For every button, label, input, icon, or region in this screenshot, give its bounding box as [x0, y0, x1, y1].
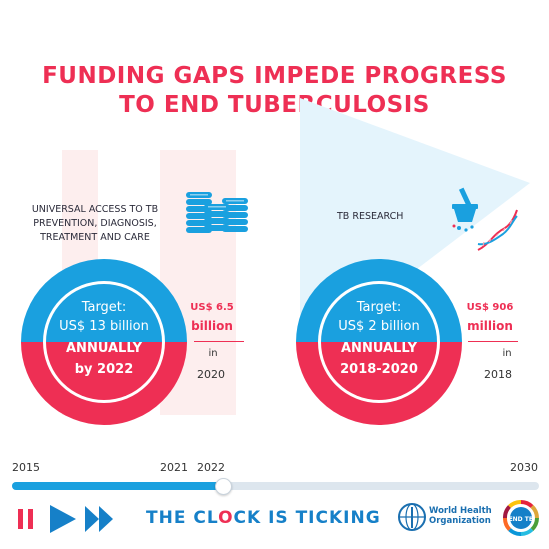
right-funded-amount: US$ 906 million: [460, 298, 520, 336]
slogan-part-2: CK IS TICKING: [233, 508, 381, 528]
who-logo-text: World Health Organization: [429, 506, 492, 526]
page-title-line1: FUNDING GAPS IMPEDE PROGRESS: [42, 63, 507, 89]
left-section-label: UNIVERSAL ACCESS TO TB PREVENTION, DIAGN…: [20, 203, 170, 245]
timeline-mark-2021: 2021: [160, 461, 188, 474]
left-label-line3: TREATMENT AND CARE: [40, 232, 150, 243]
slogan-clock-o: O: [218, 508, 234, 528]
right-amount-value: US$ 906: [466, 302, 514, 313]
who-emblem-icon: [398, 503, 426, 531]
who-label-line2: Organization: [429, 516, 491, 526]
end-tb-text: END TB: [509, 516, 534, 523]
fast-forward-icon[interactable]: [84, 503, 116, 535]
left-donut-gap-arc: [21, 341, 187, 425]
timeline-end-year: 2030: [510, 461, 538, 474]
left-year: 2020: [197, 368, 225, 381]
pause-icon[interactable]: [16, 507, 36, 531]
mortar-pestle-dna-icon: [452, 187, 518, 251]
timeline-track[interactable]: [12, 482, 539, 490]
timeline-start-year: 2015: [12, 461, 40, 474]
right-target-amount: US$ 2 billion: [338, 319, 420, 334]
slogan-part-1: THE CL: [146, 508, 219, 528]
left-label-line2: PREVENTION, DIAGNOSIS,: [33, 218, 157, 229]
page-title-line2: TO END TUBERCULOSIS: [119, 92, 430, 118]
left-in-label: in: [208, 348, 218, 359]
clock-slogan: THE CLOCK IS TICKING: [146, 508, 381, 528]
right-donut-funded-arc: [296, 259, 462, 343]
right-target-inner: Target: US$ 2 billion ANNUALLY 2018-2020: [289, 252, 469, 432]
right-target-frequency: ANNUALLY: [341, 341, 417, 356]
who-label-line1: World Health: [429, 506, 492, 516]
timeline-handle[interactable]: [214, 478, 232, 495]
left-target-label: Target:: [81, 300, 127, 315]
left-funded-amount: US$ 6.5 billion: [182, 298, 242, 336]
left-amount-unit: billion: [191, 319, 233, 333]
left-target-inner: Target: US$ 13 billion ANNUALLY by 2022: [14, 252, 194, 432]
left-target-deadline: by 2022: [74, 362, 134, 377]
right-in-label: in: [502, 348, 512, 359]
right-donut-gap-arc: [296, 341, 462, 425]
left-divider: [194, 341, 244, 342]
left-target-amount: US$ 13 billion: [59, 319, 149, 334]
right-target-period: 2018-2020: [340, 362, 418, 377]
timeline-mark-2022: 2022: [197, 461, 225, 474]
right-year: 2018: [484, 368, 512, 381]
right-amount-unit: million: [467, 319, 513, 333]
right-divider: [468, 341, 518, 342]
left-donut-funded-arc: [21, 259, 187, 343]
timeline-progress: [12, 482, 223, 490]
left-label-line1: UNIVERSAL ACCESS TO TB: [31, 204, 159, 215]
right-section-label: TB RESEARCH: [337, 211, 404, 222]
right-target-label: Target:: [356, 300, 402, 315]
coins-icon: [186, 192, 248, 233]
left-target-frequency: ANNUALLY: [66, 341, 142, 356]
end-tb-logo-icon: END TB: [503, 500, 539, 536]
play-icon[interactable]: [48, 503, 78, 535]
left-amount-value: US$ 6.5: [190, 302, 234, 313]
